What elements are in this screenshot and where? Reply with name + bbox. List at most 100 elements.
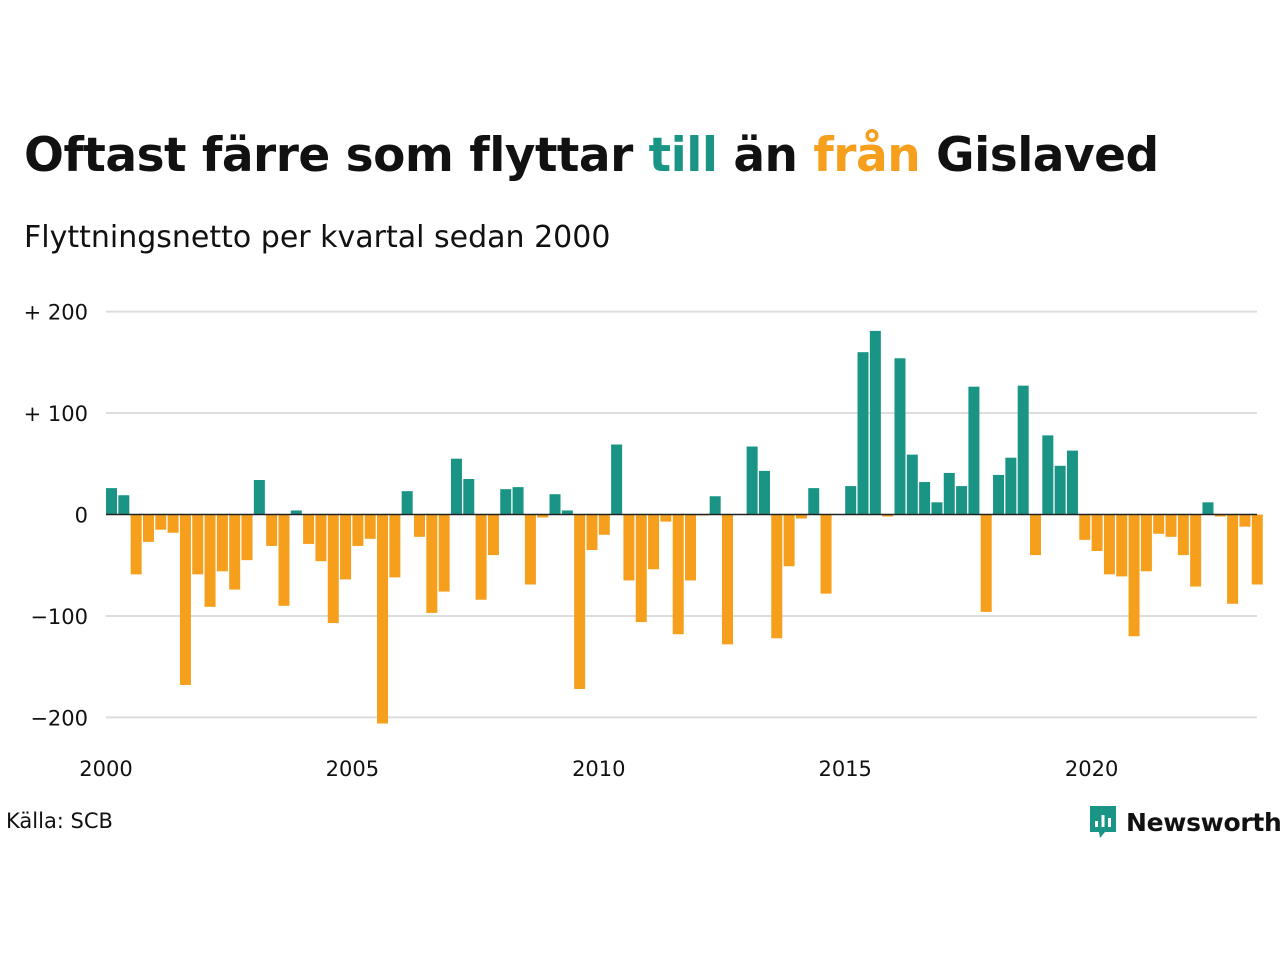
bar xyxy=(771,514,783,639)
bar xyxy=(512,487,524,515)
bar xyxy=(894,358,906,515)
bar xyxy=(1128,514,1140,637)
bar xyxy=(229,514,241,590)
bar xyxy=(1116,514,1128,577)
bar xyxy=(487,514,499,556)
bar xyxy=(450,458,462,515)
y-tick-label: −200 xyxy=(30,706,88,730)
bar xyxy=(1091,514,1103,552)
bar xyxy=(783,514,795,567)
bar xyxy=(956,486,968,515)
bar xyxy=(623,514,635,581)
bar xyxy=(401,491,413,515)
bar xyxy=(475,514,487,600)
bar xyxy=(1227,514,1239,604)
bar xyxy=(1140,514,1152,572)
bar xyxy=(426,514,438,613)
bar xyxy=(1190,514,1202,587)
bar xyxy=(685,514,697,581)
bar xyxy=(1202,502,1214,515)
x-axis-tick-labels: 2000 2005 2010 2015 2020 xyxy=(79,757,1118,781)
bar xyxy=(882,514,894,517)
newsworthy-logo-text: Newsworthy xyxy=(1126,807,1280,837)
bar xyxy=(746,446,758,515)
bar xyxy=(919,482,931,515)
chart-subtitle: Flyttningsnetto per kvartal sedan 2000 xyxy=(24,220,611,255)
bar xyxy=(1214,514,1226,517)
bar xyxy=(389,514,401,578)
bar xyxy=(758,470,770,515)
bar xyxy=(130,514,142,575)
bar xyxy=(438,514,450,592)
bar xyxy=(869,330,881,515)
bar xyxy=(709,496,721,515)
bar xyxy=(931,502,943,515)
y-tick-label: −100 xyxy=(30,605,88,629)
bar xyxy=(216,514,228,572)
bar xyxy=(795,514,807,519)
bar xyxy=(1005,457,1017,515)
bar-chart: + 200 + 100 0 −100 −200 2000 2005 2010 2015 2020 xyxy=(24,301,1263,781)
bar xyxy=(1017,385,1029,515)
bar xyxy=(1177,514,1189,556)
bar xyxy=(1030,514,1041,556)
bar xyxy=(820,514,832,594)
bar xyxy=(537,514,549,518)
bar xyxy=(574,514,586,689)
newsworthy-logo: Newsworthy xyxy=(1088,804,1280,840)
bar xyxy=(266,514,278,546)
bar xyxy=(241,514,253,561)
bar xyxy=(463,478,475,515)
y-axis-tick-labels: + 200 + 100 0 −100 −200 xyxy=(24,301,88,731)
bar xyxy=(586,514,598,551)
bar xyxy=(192,514,204,575)
bar xyxy=(253,480,265,515)
title-part-5: Gislaved xyxy=(920,128,1159,183)
bar xyxy=(993,474,1005,515)
title-part-1: Oftast färre som flyttar xyxy=(24,128,649,183)
bar xyxy=(672,514,684,635)
bar xyxy=(906,454,918,515)
bar xyxy=(968,386,980,515)
bar xyxy=(611,444,623,515)
y-tick-label: + 100 xyxy=(24,402,88,426)
bar xyxy=(278,514,290,606)
bar xyxy=(524,514,536,585)
x-tick-label: 2000 xyxy=(79,757,132,781)
bar xyxy=(648,514,660,570)
bar xyxy=(106,488,117,515)
source-note: Källa: SCB xyxy=(6,809,113,833)
bar xyxy=(980,514,992,612)
bar xyxy=(660,514,672,522)
title-highlight-till: till xyxy=(648,128,718,183)
bar xyxy=(635,514,647,623)
title-part-3: än xyxy=(717,128,814,183)
bar xyxy=(327,514,339,624)
y-tick-label: + 200 xyxy=(24,301,88,325)
bar xyxy=(315,514,327,562)
bar xyxy=(340,514,352,580)
bar xyxy=(1239,514,1251,527)
x-tick-label: 2020 xyxy=(1065,757,1118,781)
bar xyxy=(722,514,733,645)
bar xyxy=(1054,465,1066,515)
bar xyxy=(1153,514,1165,534)
bars xyxy=(106,330,1263,724)
bar xyxy=(549,494,561,515)
newsworthy-logo-icon xyxy=(1090,806,1116,838)
bar xyxy=(167,514,179,533)
x-tick-label: 2005 xyxy=(326,757,379,781)
bar xyxy=(179,514,191,685)
bar xyxy=(414,514,425,537)
bar xyxy=(1103,514,1115,575)
bar xyxy=(364,514,376,539)
bar xyxy=(1066,450,1078,515)
title-highlight-fran: från xyxy=(813,128,921,183)
x-tick-label: 2010 xyxy=(572,757,625,781)
bar xyxy=(1165,514,1177,537)
bar xyxy=(155,514,167,530)
x-tick-label: 2015 xyxy=(818,757,871,781)
bar xyxy=(598,514,610,535)
bar xyxy=(1251,514,1263,585)
bar xyxy=(845,486,857,515)
